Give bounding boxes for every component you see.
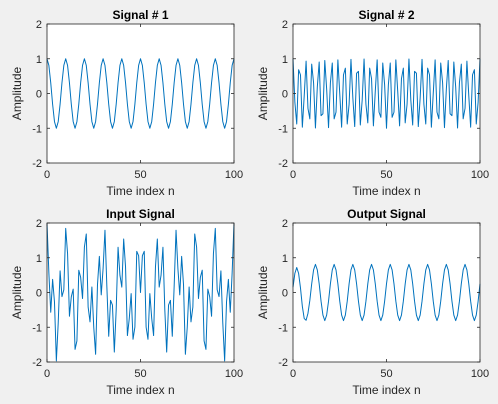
x-tick-label: 100	[225, 368, 243, 380]
subplot-3: 0 50 100 -2 -1 0 1 2 Input Signal Time index n Amp…	[10, 207, 243, 397]
chart-title: Input Signal	[106, 207, 175, 221]
subplot-1: 0 50 100 -2 -1 0 1 2 Signal # 1 Time index n Ampli…	[10, 8, 243, 198]
series-line	[46, 58, 235, 129]
x-tick-label: 50	[380, 368, 392, 380]
x-tick-label: 50	[134, 368, 146, 380]
y-tick-label: -2	[278, 158, 288, 170]
y-tick-label: -1	[278, 322, 288, 334]
y-axis-label: Amplitude	[256, 67, 270, 121]
x-tick-label: 50	[134, 169, 146, 181]
y-tick-label: 0	[282, 288, 288, 300]
subplot-4: 0 50 100 -2 -1 0 1 2 Output Signal Time index n Am…	[256, 207, 489, 397]
y-tick-label: -2	[278, 357, 288, 369]
y-tick-label: -1	[278, 123, 288, 135]
y-tick-label: 2	[282, 218, 288, 230]
x-tick-label: 50	[380, 169, 392, 181]
y-tick-label: -2	[32, 357, 42, 369]
chart-title: Signal # 2	[358, 8, 414, 22]
y-tick-label: -1	[32, 123, 42, 135]
y-tick-label: -2	[32, 158, 42, 170]
y-tick-label: 2	[282, 19, 288, 31]
x-axis-label: Time index n	[106, 184, 174, 198]
chart-title: Output Signal	[347, 207, 426, 221]
y-axis-label: Amplitude	[10, 266, 24, 320]
x-tick-label: 100	[225, 169, 243, 181]
y-tick-label: 1	[282, 253, 288, 265]
series-line	[292, 263, 481, 322]
y-axis-label: Amplitude	[256, 266, 270, 320]
x-tick-label: 0	[290, 169, 296, 181]
plot-area	[293, 223, 480, 362]
x-axis-label: Time index n	[106, 383, 174, 397]
y-tick-label: 2	[36, 19, 42, 31]
plot-area	[293, 24, 480, 163]
chart-title: Signal # 1	[112, 8, 168, 22]
subplot-2: 0 50 100 -2 -1 0 1 2 Signal # 2 Time index n Ampli…	[256, 8, 489, 198]
y-tick-label: 1	[282, 54, 288, 66]
x-tick-label: 100	[471, 169, 489, 181]
y-tick-label: 0	[36, 288, 42, 300]
y-tick-label: -1	[32, 322, 42, 334]
x-tick-label: 0	[44, 368, 50, 380]
y-tick-label: 0	[36, 89, 42, 101]
y-tick-label: 1	[36, 253, 42, 265]
y-tick-label: 2	[36, 218, 42, 230]
y-tick-label: 1	[36, 54, 42, 66]
x-axis-label: Time index n	[352, 383, 420, 397]
y-tick-label: 0	[282, 89, 288, 101]
x-tick-label: 0	[290, 368, 296, 380]
plot-area	[47, 24, 234, 163]
x-tick-label: 0	[44, 169, 50, 181]
series-line	[292, 58, 481, 129]
x-axis-label: Time index n	[352, 184, 420, 198]
y-axis-label: Amplitude	[10, 67, 24, 121]
series-line	[46, 222, 235, 362]
x-tick-label: 100	[471, 368, 489, 380]
